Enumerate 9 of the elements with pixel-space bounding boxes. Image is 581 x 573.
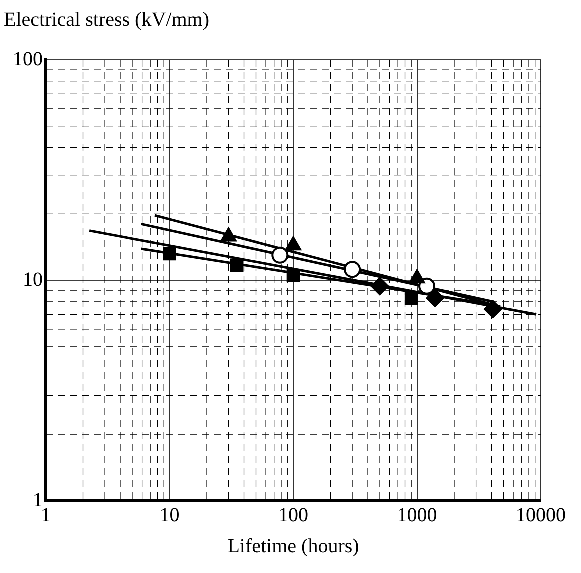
x-axis-title: Lifetime (hours) bbox=[228, 535, 360, 558]
y-tick-label: 10 bbox=[23, 268, 43, 291]
x-tick-label: 10 bbox=[160, 504, 180, 526]
y-tick-label: 100 bbox=[13, 48, 43, 70]
y-axis-title: Electrical stress (kV/mm) bbox=[4, 9, 210, 31]
x-tick-label: 100 bbox=[278, 504, 308, 526]
x-tick-label: 1000 bbox=[397, 504, 438, 526]
y-tick-label: 1 bbox=[33, 489, 43, 512]
x-tick-label: 10000 bbox=[516, 504, 566, 526]
